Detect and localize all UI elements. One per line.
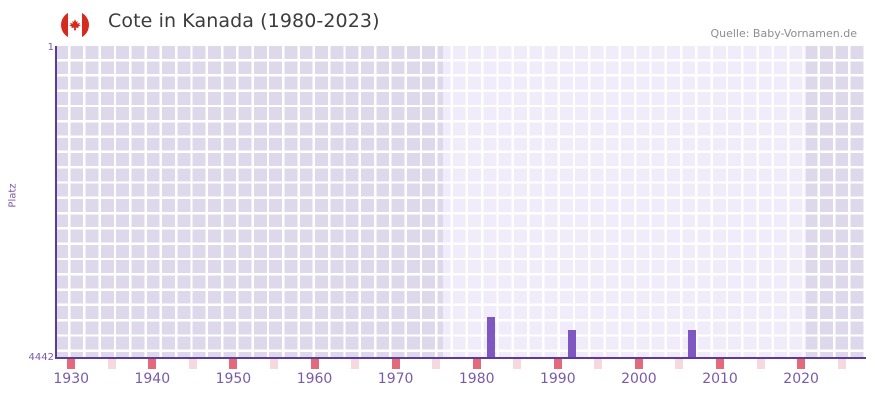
- source-attribution: Quelle: Baby-Vornamen.de: [710, 27, 857, 40]
- x-tick-block-1970: [391, 359, 400, 369]
- canada-flag-icon: [61, 11, 89, 39]
- x-tick-block-2005: [675, 359, 684, 369]
- era-band-post-data: [806, 46, 866, 358]
- x-tick-label-1960: 1960: [296, 371, 333, 387]
- x-tick-block-1950: [229, 359, 238, 369]
- era-band-data-span: [443, 46, 806, 358]
- x-axis-tick-strip: [55, 359, 866, 369]
- x-tick-block-2010: [716, 359, 725, 369]
- bar-1982[interactable]: [487, 317, 495, 358]
- x-tick-block-1975: [432, 359, 441, 369]
- x-tick-label-1980: 1980: [458, 371, 495, 387]
- x-tick-label-2020: 2020: [783, 371, 819, 387]
- x-tick-block-1985: [513, 359, 522, 369]
- x-tick-label-2010: 2010: [702, 371, 738, 387]
- page-title: Cote in Kanada (1980-2023): [108, 10, 380, 32]
- x-tick-block-1960: [310, 359, 319, 369]
- bar-1992[interactable]: [568, 330, 576, 358]
- x-tick-label-2000: 2000: [621, 371, 657, 387]
- y-axis-title: Platz: [7, 183, 19, 208]
- x-tick-block-2020: [797, 359, 806, 369]
- x-tick-block-1980: [472, 359, 481, 369]
- x-tick-block-1940: [148, 359, 157, 369]
- bar-2007[interactable]: [688, 330, 696, 358]
- y-axis-line: [55, 46, 57, 359]
- x-tick-label-1950: 1950: [215, 371, 252, 387]
- y-axis-tick-bottom: 4442: [28, 352, 54, 363]
- flag-band-right: [82, 11, 89, 39]
- x-tick-block-1935: [107, 359, 116, 369]
- x-tick-block-1945: [188, 359, 197, 369]
- flag-band-left: [61, 11, 68, 39]
- maple-leaf-icon: [69, 19, 81, 31]
- x-tick-block-2000: [634, 359, 643, 369]
- era-band-pre-data: [55, 46, 443, 358]
- x-tick-block-2025: [837, 359, 846, 369]
- x-tick-label-1930: 1930: [53, 371, 90, 387]
- x-axis-line: [55, 357, 866, 359]
- x-tick-block-1955: [269, 359, 278, 369]
- x-tick-block-1930: [67, 359, 76, 369]
- x-tick-label-1970: 1970: [377, 371, 414, 387]
- x-tick-block-2015: [756, 359, 765, 369]
- x-tick-block-1990: [553, 359, 562, 369]
- x-tick-block-1965: [351, 359, 360, 369]
- y-axis-tick-top: 1: [47, 42, 54, 53]
- plot-area: [55, 46, 866, 358]
- chart-header: Cote in Kanada (1980-2023) Quelle: Baby-…: [0, 0, 873, 46]
- x-tick-label-1940: 1940: [134, 371, 171, 387]
- x-tick-block-1995: [594, 359, 603, 369]
- x-tick-label-1990: 1990: [539, 371, 576, 387]
